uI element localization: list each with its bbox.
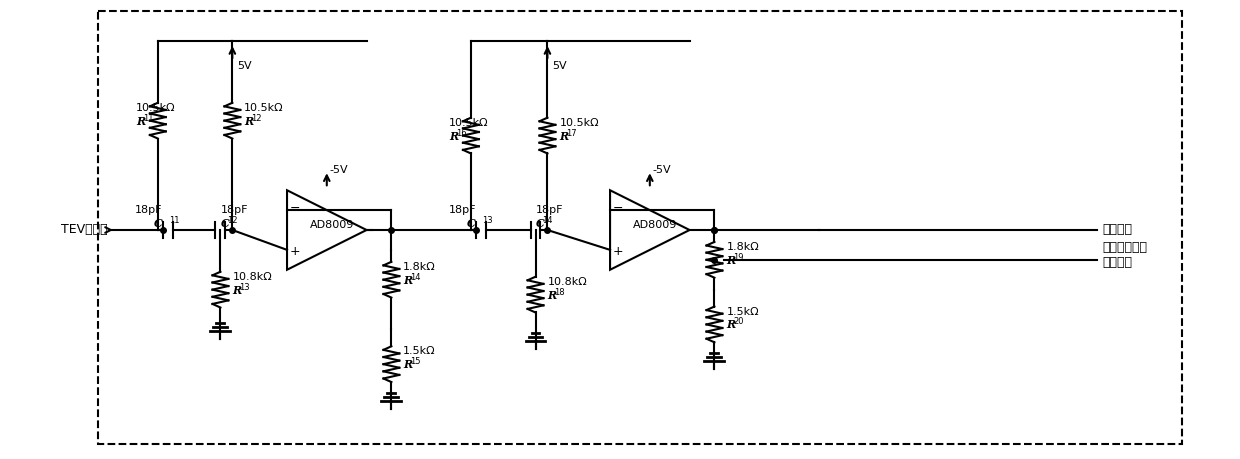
Text: R: R [449, 131, 459, 142]
Text: 14: 14 [410, 273, 420, 282]
Text: C: C [221, 218, 229, 229]
Text: 17: 17 [567, 129, 577, 138]
Text: C: C [536, 218, 544, 229]
Text: 10.5kΩ: 10.5kΩ [136, 103, 176, 113]
Text: R: R [727, 255, 735, 266]
Text: R: R [727, 319, 735, 330]
Text: 16: 16 [456, 129, 466, 138]
Text: 18pF: 18pF [536, 205, 563, 215]
Text: −: − [290, 202, 300, 215]
Text: 1.5kΩ: 1.5kΩ [727, 307, 759, 317]
Text: 1.8kΩ: 1.8kΩ [727, 242, 759, 252]
Text: 18pF: 18pF [135, 205, 162, 215]
Text: 10.8kΩ: 10.8kΩ [232, 272, 272, 282]
Text: R: R [403, 275, 413, 285]
Text: AD8009: AD8009 [632, 220, 677, 230]
Text: 10.8kΩ: 10.8kΩ [547, 277, 588, 287]
Text: 1.8kΩ: 1.8kΩ [403, 262, 436, 272]
Text: R: R [232, 285, 242, 296]
Text: TEV传感器: TEV传感器 [62, 224, 108, 236]
Text: 11: 11 [169, 216, 180, 225]
Text: +: + [290, 246, 300, 258]
Text: 检波单元: 检波单元 [1102, 224, 1132, 236]
Text: +: + [613, 246, 624, 258]
Text: −: − [613, 202, 624, 215]
Text: 12: 12 [252, 114, 262, 123]
Text: C: C [467, 218, 476, 229]
Text: 18pF: 18pF [449, 205, 476, 215]
Text: 5V: 5V [552, 61, 567, 71]
Text: 1.5kΩ: 1.5kΩ [403, 346, 436, 356]
Text: 12: 12 [227, 216, 238, 225]
Text: R: R [403, 359, 413, 370]
Text: R: R [136, 116, 145, 127]
Text: 10.5kΩ: 10.5kΩ [244, 103, 284, 113]
Text: C: C [154, 218, 162, 229]
Text: 14: 14 [542, 216, 553, 225]
Text: 19: 19 [733, 253, 744, 262]
Text: R: R [559, 131, 569, 142]
Text: 11: 11 [143, 114, 154, 123]
Text: 13: 13 [239, 283, 250, 291]
Text: -5V: -5V [652, 165, 671, 175]
Text: 脉冲来源方向
判断单元: 脉冲来源方向 判断单元 [1102, 241, 1147, 269]
Text: 10.5kΩ: 10.5kΩ [559, 118, 599, 128]
Text: -5V: -5V [330, 165, 348, 175]
Text: 15: 15 [410, 357, 420, 366]
Text: 10.5kΩ: 10.5kΩ [449, 118, 489, 128]
Text: 18pF: 18pF [221, 205, 248, 215]
Text: 20: 20 [733, 318, 744, 326]
Text: R: R [547, 290, 557, 301]
Text: AD8009: AD8009 [310, 220, 353, 230]
Text: 18: 18 [554, 288, 565, 297]
Text: 5V: 5V [237, 61, 252, 71]
Text: R: R [244, 116, 253, 127]
Text: 13: 13 [482, 216, 492, 225]
